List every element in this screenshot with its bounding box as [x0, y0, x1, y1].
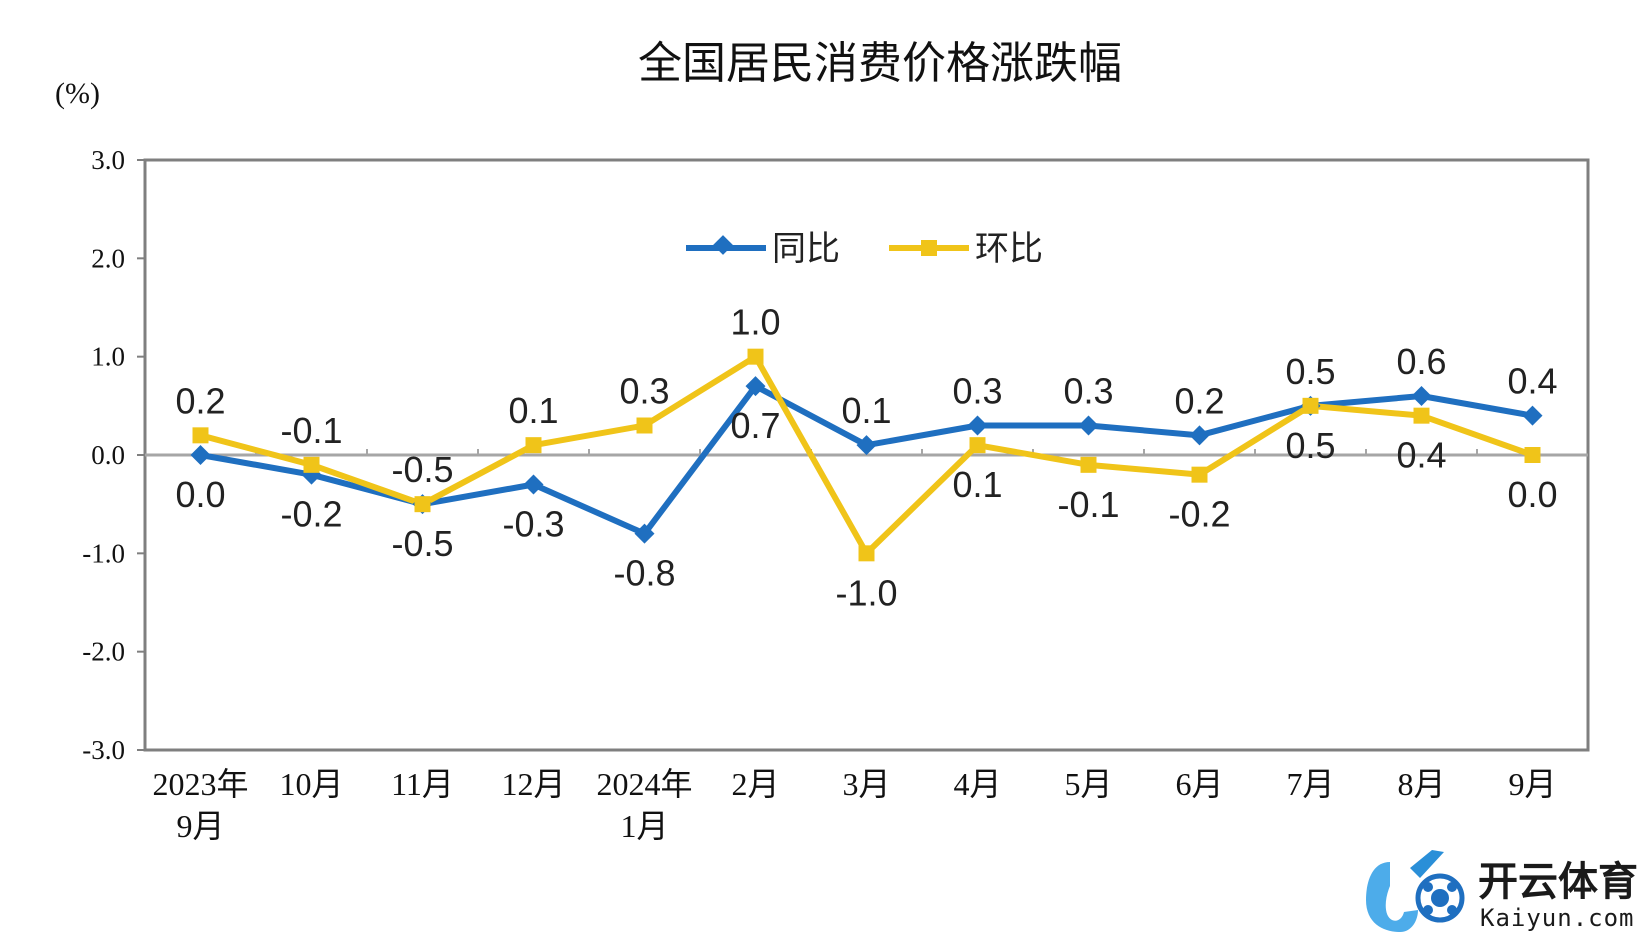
- mom-point: [636, 417, 653, 434]
- mom-data-label: 0.3: [619, 371, 669, 412]
- yoy-data-label: -0.2: [280, 494, 342, 535]
- mom-point: [525, 437, 542, 454]
- yoy-point: [1411, 386, 1432, 406]
- legend-marker-mom: [921, 240, 937, 256]
- mom-point: [1302, 397, 1319, 414]
- x-tick-label: 2024年: [596, 766, 692, 802]
- x-tick-label: 2023年: [152, 766, 248, 802]
- y-tick-label: 2.0: [91, 243, 125, 273]
- yoy-point: [1189, 425, 1210, 446]
- x-tick-label: 8月: [1397, 766, 1445, 802]
- mom-data-label: -1.0: [835, 572, 897, 613]
- kaiyun-logo-icon: [1366, 850, 1465, 932]
- yoy-data-label: 0.0: [175, 474, 225, 515]
- mom-point: [414, 496, 431, 513]
- x-tick-label: 2月: [731, 766, 779, 802]
- mom-point: [1413, 407, 1430, 424]
- mom-data-label: 0.5: [1285, 351, 1335, 392]
- yoy-data-label: 0.2: [1174, 380, 1224, 421]
- x-tick-label: 4月: [953, 766, 1001, 802]
- yoy-data-label: -0.3: [502, 504, 564, 545]
- mom-data-label: 0.0: [1507, 474, 1557, 515]
- yoy-data-label: 0.1: [841, 390, 891, 431]
- mom-data-label: 0.1: [952, 464, 1002, 505]
- mom-point: [747, 348, 764, 365]
- x-axis: 2023年 9月 10月 11月 12月 2024年 1月 2月 3月 4月 5月 6月 7月 8月 9月: [152, 766, 1556, 844]
- x-tick-label: 7月: [1286, 766, 1334, 802]
- data-labels: 0.2 0.0 -0.1 -0.2 -0.5 -0.5 0.1 -0.3 0.3 -0.8 1.0 0…: [175, 302, 1557, 614]
- chart-title: 全国居民消费价格涨跌幅: [638, 38, 1122, 89]
- y-unit-label: (%): [55, 77, 100, 110]
- watermark-text-main: 开云体育: [1478, 859, 1638, 905]
- yoy-point: [1522, 405, 1543, 426]
- legend-label-mom: 环比: [975, 229, 1043, 269]
- mom-data-label: 0.2: [175, 380, 225, 421]
- yoy-point: [634, 523, 655, 544]
- y-tick-label: 0.0: [91, 440, 125, 470]
- mom-point: [858, 545, 875, 562]
- watermark-logo: 开云体育 Kaiyun.com: [1366, 850, 1638, 932]
- mom-point: [1191, 466, 1208, 483]
- mom-point: [1524, 447, 1541, 463]
- legend-label-yoy: 同比: [772, 229, 840, 269]
- yoy-point: [856, 435, 877, 456]
- x-tick-label: 12月: [501, 766, 565, 802]
- y-tick-label: 3.0: [91, 145, 125, 175]
- x-tick-label: 9月: [176, 808, 224, 844]
- yoy-data-label: 0.3: [1063, 371, 1113, 412]
- legend-item-yoy: 同比: [686, 229, 840, 269]
- watermark-text-sub: Kaiyun.com: [1480, 904, 1635, 932]
- yoy-data-label: 0.3: [952, 371, 1002, 412]
- mom-data-label: -0.1: [1057, 484, 1119, 525]
- y-tick-label: -1.0: [82, 538, 125, 568]
- x-tick-label: 10月: [279, 766, 343, 802]
- y-tick-label: -2.0: [82, 637, 125, 667]
- mom-data-label: 0.1: [508, 390, 558, 431]
- yoy-point: [745, 376, 766, 397]
- x-tick-label: 6月: [1175, 766, 1223, 802]
- mom-data-label: 0.4: [1396, 435, 1446, 476]
- x-tick-label: 3月: [842, 766, 890, 802]
- x-tick-label: 9月: [1508, 766, 1556, 802]
- mom-data-label: -0.2: [1168, 494, 1230, 535]
- yoy-point: [1078, 415, 1099, 436]
- yoy-data-label: 0.4: [1507, 361, 1557, 402]
- legend-item-mom: 环比: [889, 229, 1043, 269]
- mom-data-label: -0.1: [280, 410, 342, 451]
- yoy-data-label: -0.8: [613, 553, 675, 594]
- yoy-point: [967, 415, 988, 436]
- mom-point: [192, 427, 209, 444]
- series-markers: [190, 348, 1543, 562]
- mom-data-label: 1.0: [730, 302, 780, 343]
- x-tick-label: 5月: [1064, 766, 1112, 802]
- yoy-data-label: 0.5: [1285, 425, 1335, 466]
- x-tick-label: 1月: [620, 808, 668, 844]
- yoy-point: [190, 445, 211, 465]
- yoy-point: [523, 474, 544, 495]
- yoy-data-label: -0.5: [391, 523, 453, 564]
- legend: 同比 环比: [686, 229, 1043, 269]
- mom-point: [303, 456, 320, 473]
- x-tick-label: 11月: [391, 766, 454, 802]
- mom-point: [1080, 456, 1097, 473]
- mom-point: [969, 437, 986, 454]
- y-tick-label: -3.0: [82, 735, 125, 765]
- mom-data-label: -0.5: [391, 449, 453, 490]
- y-axis: 3.0 2.0 1.0 0.0 -1.0 -2.0 -3.0: [82, 145, 145, 765]
- yoy-data-label: 0.7: [730, 405, 780, 446]
- yoy-data-label: 0.6: [1396, 341, 1446, 382]
- y-tick-label: 1.0: [91, 342, 125, 372]
